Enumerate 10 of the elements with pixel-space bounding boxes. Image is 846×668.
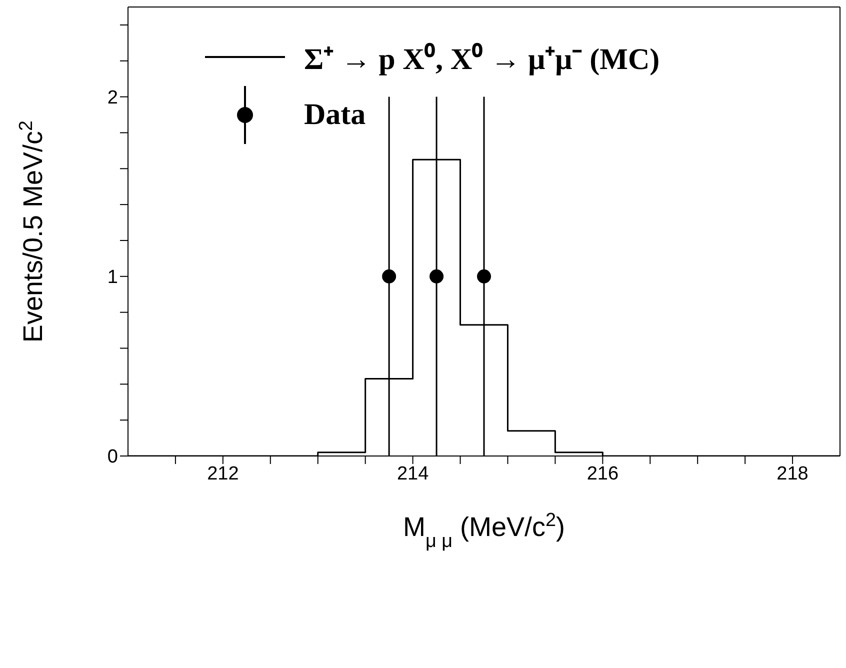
y-tick-label: 0 [107,446,118,468]
legend-label: Σ⁺ → p X⁰, X⁰ → μ⁺μ⁻ (MC) [304,42,660,78]
x-tick-label: 212 [207,463,239,484]
x-tick-label: 216 [586,463,619,484]
y-tick-label: 2 [107,88,118,109]
y-tick-label: 1 [107,267,118,288]
legend-label: Data [304,98,366,132]
x-tick-label: 214 [396,463,430,484]
x-tick-label: 218 [776,463,808,484]
x-axis-title: M$_{μ μ}$ (MeV/c$^{2}$) [402,510,566,552]
